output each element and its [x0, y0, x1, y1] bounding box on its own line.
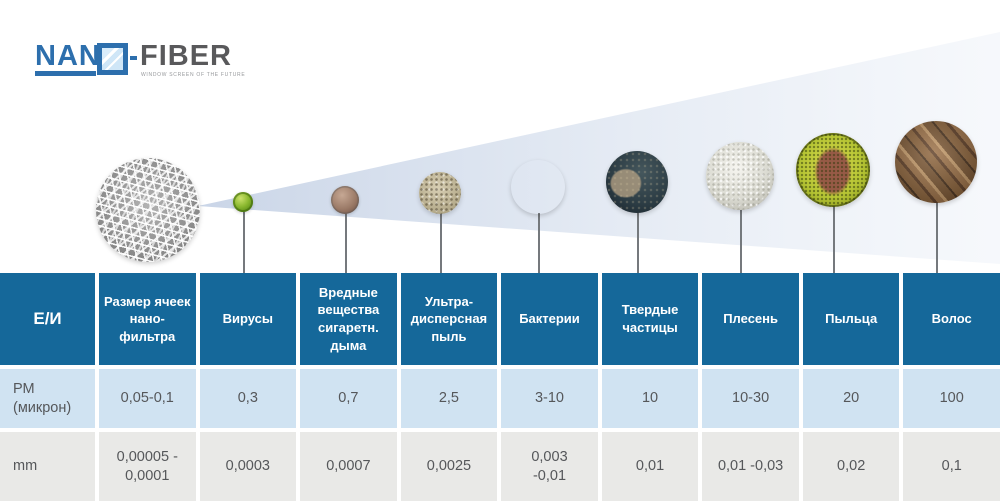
connector-line-dust	[440, 213, 442, 273]
nano-filter-mesh-photo	[96, 158, 200, 262]
pm-value: 10-30	[702, 369, 799, 428]
pm-value: 100	[903, 369, 1000, 428]
mm-value: 0,00005 - 0,0001	[99, 432, 196, 501]
table-header-pollen: Пыльца	[802, 273, 900, 365]
pm-value: 0,05-0,1	[99, 369, 196, 428]
pollen-photo	[796, 133, 870, 207]
mm-value: 0,1	[903, 432, 1000, 501]
pm-value: 0,3	[199, 369, 297, 428]
pm-value: 0,7	[300, 369, 397, 428]
connector-line-hair	[936, 202, 938, 273]
logo-text-fiber: FIBER	[140, 40, 232, 72]
bacteria-photo	[511, 160, 565, 214]
window-handle-dash	[130, 56, 137, 60]
ultrafine-dust-photo	[419, 172, 461, 214]
logo-tagline: WINDOW SCREEN OF THE FUTURE	[141, 72, 246, 78]
logo-underline	[35, 71, 96, 76]
table-header-smoke: Вредные вещества сигаретн. дыма	[300, 273, 397, 365]
cigarette-smoke-photo	[331, 186, 359, 214]
table-header-filter-mesh: Размер ячеек нано- фильтра	[99, 273, 196, 365]
mm-value: 0,003 -0,01	[501, 432, 598, 501]
connector-line-smoke	[345, 213, 347, 273]
table-header-viruses: Вирусы	[199, 273, 297, 365]
pm-value: 3-10	[501, 369, 598, 428]
connector-line-solid-particles	[637, 212, 639, 273]
mold-photo	[706, 142, 774, 210]
table-header-ultrafine-dust: Ультра-дисперсная пыль	[400, 273, 498, 365]
pm-value: 10	[601, 369, 699, 428]
table-header-bacteria: Бактерии	[501, 273, 598, 365]
particle-size-table: Е/И Размер ячеек нано- фильтра Вирусы Вр…	[0, 273, 1000, 501]
mm-row-label: mm	[0, 432, 95, 501]
hair-photo	[895, 121, 977, 203]
connector-line-mold	[740, 209, 742, 273]
table-header-mold: Плесень	[702, 273, 799, 365]
virus-photo	[233, 192, 253, 212]
connector-line-pollen	[833, 206, 835, 273]
table-header-solid-particles: Твердые частицы	[601, 273, 699, 365]
pm-row-label: РМ (микрон)	[0, 369, 95, 428]
connector-line-bacteria	[538, 213, 540, 273]
logo-text-nan: NAN	[35, 40, 101, 72]
mm-value: 0,01 -0,03	[702, 432, 799, 501]
mm-value: 0,0007	[300, 432, 397, 501]
mm-value: 0,02	[802, 432, 900, 501]
solid-particles-photo	[606, 151, 668, 213]
pm-value: 2,5	[400, 369, 498, 428]
window-icon	[97, 43, 128, 75]
pm-value: 20	[802, 369, 900, 428]
table-header-unit: Е/И	[0, 273, 95, 365]
mm-value: 0,0003	[199, 432, 297, 501]
mm-value: 0,01	[601, 432, 699, 501]
table-header-hair: Волос	[903, 273, 1000, 365]
mm-value: 0,0025	[400, 432, 498, 501]
connector-line-virus	[243, 212, 245, 273]
